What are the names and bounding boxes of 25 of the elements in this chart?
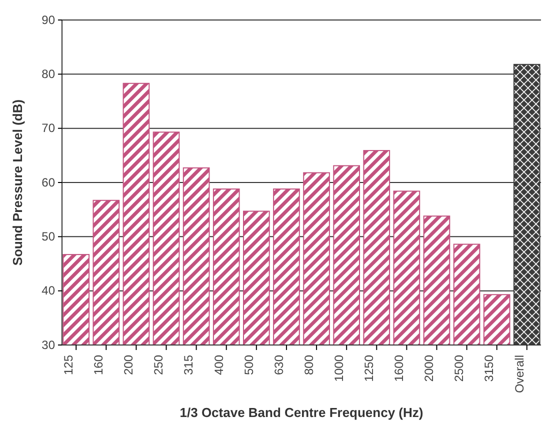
x-tick-label: 630 (272, 354, 286, 376)
x-tick-label: 160 (92, 354, 106, 376)
x-tick-label: 125 (62, 354, 76, 376)
x-tick-label: 1250 (362, 354, 376, 382)
x-tick-label: 3150 (482, 354, 496, 382)
y-axis-title: Sound Pressure Level (dB) (10, 99, 25, 266)
y-tick-label: 80 (42, 67, 56, 82)
y-tick-label: 60 (42, 175, 56, 190)
x-tick-label: 315 (182, 354, 196, 376)
y-tick-label: 90 (42, 12, 56, 27)
x-tick-label: 250 (152, 354, 166, 376)
y-tick-label: 70 (42, 121, 56, 136)
y-tick-label: 30 (42, 338, 56, 352)
x-tick-label: Overall (512, 355, 526, 394)
x-tick-label: 2000 (422, 354, 436, 382)
x-tick-label: 2500 (452, 354, 466, 382)
y-tick-label: 40 (42, 284, 56, 298)
x-tick-label: 1000 (332, 354, 346, 382)
x-axis-title: 1/3 Octave Band Centre Frequency (Hz) (180, 405, 424, 420)
x-tick-label: 500 (242, 354, 256, 376)
y-tick-label: 50 (42, 230, 56, 244)
x-tick-label: 200 (122, 354, 136, 376)
x-tick-label: 800 (302, 354, 316, 376)
x-tick-label: 1600 (392, 354, 406, 382)
x-tick-label: 400 (212, 354, 226, 376)
